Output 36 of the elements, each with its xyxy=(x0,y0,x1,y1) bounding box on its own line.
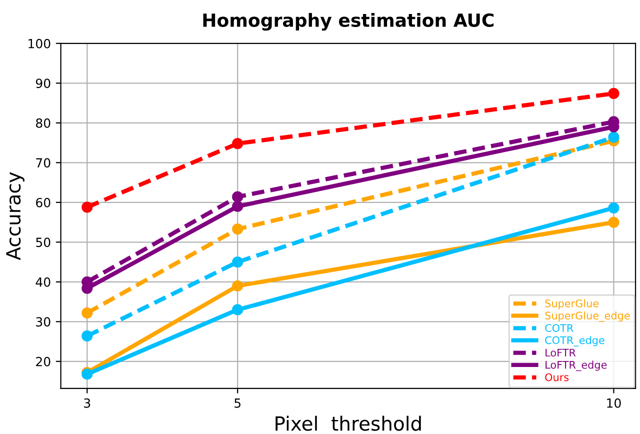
point xyxy=(608,202,620,214)
y-tick-label: 80 xyxy=(36,118,50,128)
y-tick-label: 90 xyxy=(36,78,50,88)
y-tick-label: 100 xyxy=(28,38,50,48)
point xyxy=(82,202,93,213)
point xyxy=(232,138,244,150)
y-tick-label: 70 xyxy=(36,158,50,168)
point xyxy=(608,216,620,228)
legend-label: SuperGlue_edge xyxy=(545,311,630,322)
legend-label: COTR xyxy=(545,324,574,332)
point xyxy=(232,304,244,316)
legend-label: COTR_edge xyxy=(545,336,604,346)
legend-label: Ours xyxy=(545,373,569,382)
x-tick-label: 3 xyxy=(84,398,90,408)
point xyxy=(232,280,244,292)
x-axis-title: Pixel threshold xyxy=(276,416,421,431)
x-tick-label: 5 xyxy=(234,398,240,408)
point xyxy=(232,223,244,235)
point xyxy=(232,200,244,212)
y-tick-label: 20 xyxy=(36,356,50,366)
legend-label: LoFTR xyxy=(546,348,576,357)
point xyxy=(232,191,244,202)
y-tick-label: 30 xyxy=(36,317,50,327)
y-tick-label: 60 xyxy=(36,198,50,208)
point xyxy=(82,307,93,318)
y-axis-title: Accuracy xyxy=(6,172,24,260)
y-tick-label: 50 xyxy=(36,238,50,248)
point xyxy=(608,88,620,100)
y-tick-label: 40 xyxy=(36,277,50,287)
legend-label: LoFTR_edge xyxy=(546,360,607,372)
legend-label: SuperGlue xyxy=(545,299,599,310)
chart-title: Homography estimation AUC xyxy=(203,13,494,31)
point xyxy=(608,132,620,143)
x-tick-label: 10 xyxy=(607,398,621,408)
point xyxy=(232,256,244,268)
point xyxy=(82,330,93,342)
